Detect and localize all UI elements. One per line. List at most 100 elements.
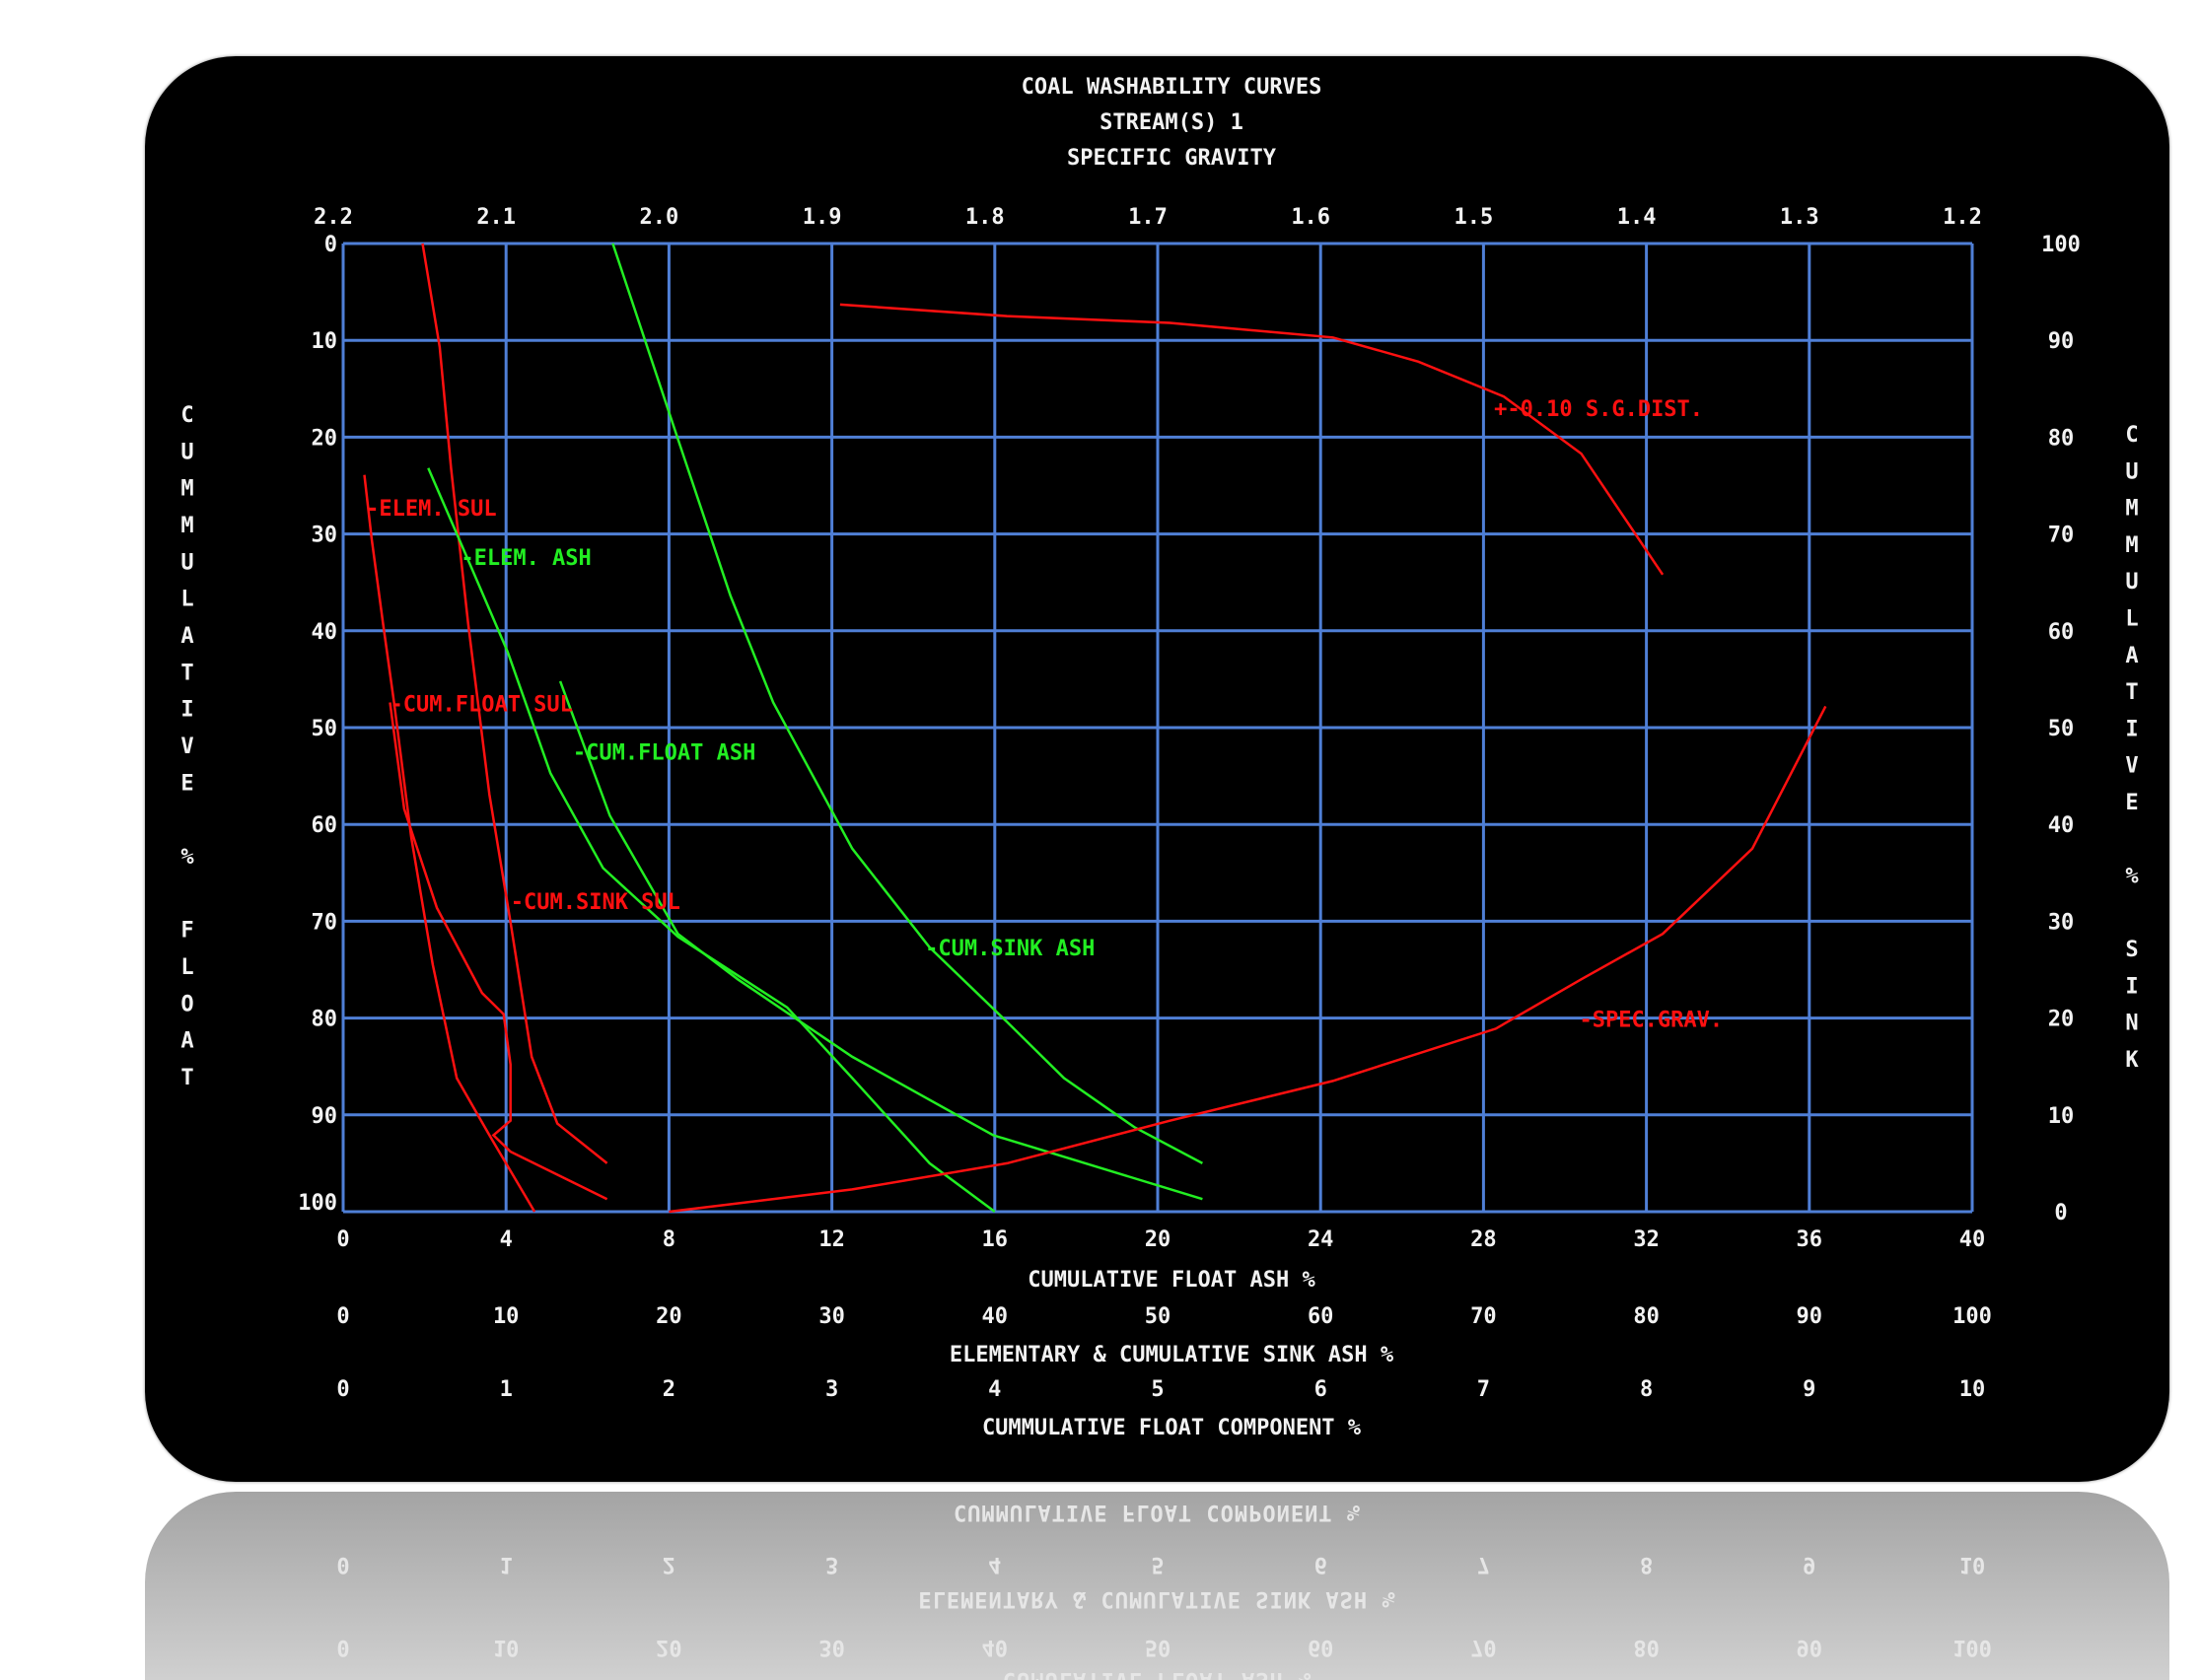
right-axis-title-letter: A xyxy=(2125,644,2138,668)
left-axis-title-letter: I xyxy=(180,698,193,723)
left-axis-title-letter: A xyxy=(180,1029,193,1054)
right-tick-label: 10 xyxy=(2048,1104,2075,1129)
right-tick-label: 50 xyxy=(2048,717,2075,741)
left-axis-title-letter: V xyxy=(180,735,193,759)
top-tick-label: 1.6 xyxy=(1291,205,1330,230)
bottom-axis-title: CUMULATIVE FLOAT ASH % xyxy=(1028,1268,1315,1293)
right-axis-title-letter: U xyxy=(2125,459,2138,484)
left-axis-title-letter: U xyxy=(180,440,193,464)
left-axis-title-letter: % xyxy=(180,845,194,870)
left-tick-label: 0 xyxy=(324,233,337,257)
plot-grid xyxy=(341,242,1974,1214)
right-axis-title-letter: K xyxy=(2125,1048,2139,1073)
left-tick-label: 40 xyxy=(312,620,338,645)
data-series xyxy=(363,243,1827,1214)
bottom-tick-label: 6 xyxy=(1314,1377,1327,1402)
bottom-axis-title: CUMMULATIVE FLOAT COMPONENT % xyxy=(982,1416,1362,1440)
right-axis-title-letter: U xyxy=(2125,570,2138,595)
right-axis-title-letter: V xyxy=(2125,754,2138,779)
bottom-tick-label: 36 xyxy=(1797,1227,1823,1252)
left-axis-title-letter: O xyxy=(180,992,193,1016)
bottom-tick-label: 4 xyxy=(988,1377,1001,1402)
right-axis-title-letter: M xyxy=(2125,533,2138,558)
chart-subtitle: STREAM(S) 1 xyxy=(1100,110,1243,135)
left-tick-label: 60 xyxy=(312,813,338,838)
left-tick-label: 20 xyxy=(312,426,338,451)
right-axis-title-letter: L xyxy=(2125,606,2138,631)
right-tick-label: 40 xyxy=(2048,813,2075,838)
bottom-tick-label: 90 xyxy=(1797,1304,1823,1329)
series-label: -CUM.FLOAT SUL xyxy=(390,692,572,717)
right-tick-label: 70 xyxy=(2048,524,2075,548)
series-line xyxy=(389,702,608,1201)
series-label: +-0.10 S.G.DIST. xyxy=(1494,397,1703,422)
series-label: -SPEC.GRAV. xyxy=(1579,1009,1723,1033)
series-label: -ELEM. ASH xyxy=(461,546,591,571)
right-axis-title-letter: % xyxy=(2125,865,2139,889)
left-tick-label: 100 xyxy=(298,1191,337,1216)
bottom-tick-label: 10 xyxy=(1959,1377,1986,1402)
bottom-tick-label: 70 xyxy=(1470,1304,1497,1329)
left-axis-title-letter: A xyxy=(180,624,193,649)
left-tick-label: 80 xyxy=(312,1008,338,1032)
top-tick-label: 1.9 xyxy=(803,205,842,230)
series-label: -CUM.SINK SUL xyxy=(511,890,680,915)
bottom-tick-label: 2 xyxy=(663,1377,675,1402)
bottom-tick-label: 40 xyxy=(1959,1227,1986,1252)
left-axis-title-letter: E xyxy=(180,771,193,796)
left-tick-label: 70 xyxy=(312,910,338,935)
series-line xyxy=(421,243,608,1164)
left-axis-title-letter: T xyxy=(180,1066,193,1090)
left-axis-title-letter: L xyxy=(180,955,193,980)
bottom-tick-label: 100 xyxy=(1952,1304,1992,1329)
right-tick-label: 80 xyxy=(2048,426,2075,451)
axis-ticks: 2.2 2.1 2.0 1.9 1.8 1.7 1.6 1.5 1.4 1.3 1.20102030… xyxy=(298,205,2081,1402)
left-tick-label: 30 xyxy=(312,524,338,548)
bottom-tick-label: 20 xyxy=(656,1304,682,1329)
series-line xyxy=(669,705,1827,1214)
series-label: -CUM.FLOAT ASH xyxy=(573,741,755,766)
bottom-tick-label: 0 xyxy=(336,1304,349,1329)
right-axis-title-letter: C xyxy=(2125,423,2138,448)
bottom-tick-label: 8 xyxy=(1640,1377,1653,1402)
right-tick-label: 60 xyxy=(2048,620,2075,645)
left-axis-title-letter: L xyxy=(180,588,193,612)
series-labels: -ELEM. SUL -CUM.FLOAT SUL -CUM.SINK SUL -EL… xyxy=(366,397,1723,1033)
right-axis-title-letter: N xyxy=(2125,1012,2138,1036)
left-axis-title-letter: F xyxy=(180,919,193,944)
top-tick-label: 1.8 xyxy=(965,205,1005,230)
left-tick-label: 90 xyxy=(312,1104,338,1129)
bottom-axis-title: ELEMENTARY & CUMULATIVE SINK ASH % xyxy=(950,1343,1394,1367)
left-axis-title-letter: M xyxy=(180,477,193,502)
top-tick-label: 2.2 xyxy=(314,205,353,230)
right-axis-title-letter: I xyxy=(2125,974,2138,999)
bottom-tick-label: 32 xyxy=(1633,1227,1660,1252)
bottom-tick-label: 5 xyxy=(1151,1377,1164,1402)
bottom-tick-label: 50 xyxy=(1145,1304,1171,1329)
right-tick-label: 90 xyxy=(2048,329,2075,354)
series-label: -CUM.SINK ASH xyxy=(925,937,1095,961)
left-axis-title-letter: T xyxy=(180,661,193,685)
bottom-tick-label: 30 xyxy=(818,1304,845,1329)
top-tick-label: 1.3 xyxy=(1780,205,1819,230)
top-tick-label: 2.0 xyxy=(640,205,679,230)
bottom-tick-label: 1 xyxy=(500,1377,513,1402)
top-tick-label: 1.2 xyxy=(1943,205,1982,230)
series-label: -ELEM. SUL xyxy=(366,497,496,522)
bottom-tick-label: 0 xyxy=(336,1377,349,1402)
left-axis-title-letter: C xyxy=(180,403,193,428)
bottom-tick-label: 80 xyxy=(1633,1304,1660,1329)
bottom-tick-label: 40 xyxy=(982,1304,1009,1329)
axis-titles: CUMULATIVE FLOAT ASH % ELEMENTARY & CUMUL… xyxy=(180,403,2139,1440)
series-line xyxy=(427,467,996,1214)
bottom-tick-label: 16 xyxy=(982,1227,1009,1252)
bottom-tick-label: 10 xyxy=(493,1304,520,1329)
top-tick-label: 1.7 xyxy=(1128,205,1168,230)
left-axis-title-letter: U xyxy=(180,550,193,575)
right-tick-label: 0 xyxy=(2054,1201,2067,1225)
left-tick-label: 50 xyxy=(312,717,338,741)
bottom-tick-label: 12 xyxy=(818,1227,845,1252)
right-axis-title-letter: I xyxy=(2125,717,2138,741)
